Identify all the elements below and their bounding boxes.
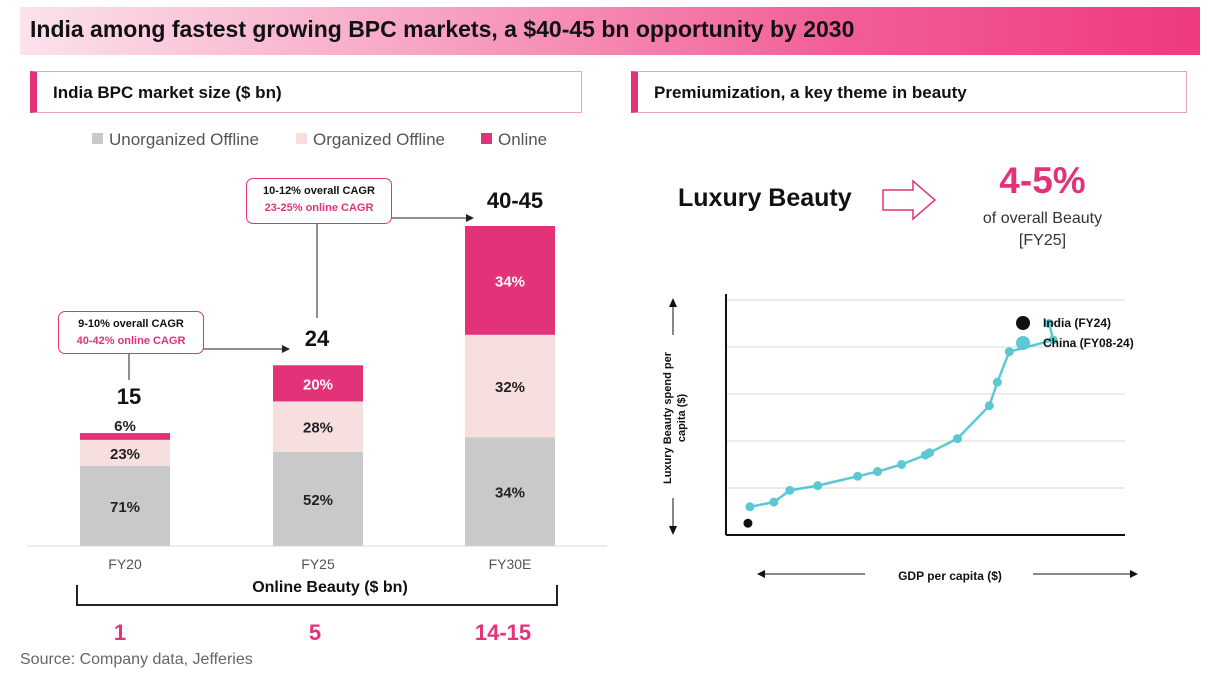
china-point-12 <box>1004 347 1014 357</box>
category-fy20: FY20 <box>108 556 142 572</box>
china-point-6 <box>897 460 907 469</box>
china-point-0 <box>745 502 755 512</box>
china-point-13 <box>1048 335 1058 345</box>
category-fy25: FY25 <box>301 556 335 572</box>
cagr-overall: 9-10% overall CAGR <box>78 318 184 330</box>
legend-label: Organized Offline <box>313 130 445 149</box>
china-point-9 <box>952 434 962 444</box>
total-fy25: 24 <box>304 326 330 351</box>
luxury-share-value: 4-5% <box>999 160 1086 201</box>
legend-swatch-unorganized <box>92 133 103 144</box>
scatter-grid <box>726 299 1125 489</box>
china-point-5 <box>873 467 883 477</box>
bar-online-fy25 <box>273 365 363 402</box>
bar-label-online-fy25: 20% <box>303 376 333 393</box>
total-fy30e: 40-45 <box>486 188 544 213</box>
china-point-11 <box>992 377 1002 387</box>
china-point-2 <box>785 485 795 495</box>
scatter-chart-title: Premiumization, a key theme in beauty <box>631 71 1187 113</box>
legend-online: Online <box>481 130 547 150</box>
y-arrow-down-head <box>669 526 677 535</box>
bar-organized-fy30e <box>465 334 555 438</box>
legend-label: Unorganized Offline <box>109 130 259 149</box>
bar-unorganized-fy25 <box>273 452 363 546</box>
bar-label-online-fy30e: 34% <box>495 273 525 290</box>
bar-online-fy20 <box>80 433 170 440</box>
cagr-box-1: 9-10% overall CAGR 40-42% online CAGR <box>58 311 204 354</box>
x-arrow-left-head <box>757 570 765 578</box>
arrow-right-icon <box>882 179 937 221</box>
cagr-online: 23-25% online CAGR <box>264 202 374 214</box>
connector-1-arrow <box>282 345 290 353</box>
legend-unorganized: Unorganized Offline <box>92 130 259 150</box>
cagr-online: 40-42% online CAGR <box>76 335 186 347</box>
legend-china-label: China (FY08-24) <box>1043 336 1134 350</box>
bar-unorganized-fy20 <box>80 465 170 546</box>
bar-organized-fy20 <box>80 439 170 466</box>
bar-label-online-fy20: 6% <box>114 418 136 435</box>
china-point-8 <box>924 448 934 458</box>
scatter-chart <box>669 294 1138 578</box>
source-note: Source: Company data, Jefferies <box>20 651 253 668</box>
connector-2-arrow <box>466 214 474 222</box>
bar-label-unorganized-fy20: 71% <box>110 499 140 516</box>
bar-label-organized-fy20: 23% <box>110 446 140 463</box>
cagr-overall: 10-12% overall CAGR <box>263 185 375 197</box>
y-arrow-up-head <box>669 298 677 307</box>
bar-chart-title: India BPC market size ($ bn) <box>30 71 582 113</box>
online-beauty-label: Online Beauty ($ bn) <box>252 579 408 596</box>
bar-chart: 71% 23% 6% 52% 28% 20% 34% 32% 34% <box>27 214 607 606</box>
x-arrow-right-head <box>1130 570 1138 578</box>
legend-organized: Organized Offline <box>296 130 445 150</box>
bar-layer: 71% 23% 6% 52% 28% 20% 34% 32% 34% <box>80 226 555 546</box>
online-beauty-fy30e: 14-15 <box>474 620 532 645</box>
legend-label: Online <box>498 130 548 149</box>
bar-unorganized-fy30e <box>465 437 555 546</box>
connector-2 <box>316 217 472 318</box>
bar-label-organized-fy25: 28% <box>303 420 333 437</box>
china-point-14 <box>1044 319 1054 328</box>
scatter-x-label: GDP per capita ($) <box>898 569 1002 583</box>
category-fy30e: FY30E <box>488 556 532 572</box>
china-point-10 <box>984 401 994 411</box>
legend-india-label: India (FY24) <box>1043 316 1112 330</box>
online-beauty-bracket <box>76 585 558 606</box>
cagr-box-2: 10-12% overall CAGR 23-25% online CAGR <box>246 178 392 224</box>
luxury-beauty-label: Luxury Beauty <box>678 184 852 212</box>
china-point-4 <box>853 471 863 481</box>
bar-label-unorganized-fy25: 52% <box>303 492 333 509</box>
bar-label-unorganized-fy30e: 34% <box>495 485 525 502</box>
scatter-y-label: Luxury Beauty spend per capita ($) <box>662 351 688 485</box>
scatter-data <box>743 319 1058 528</box>
share-period-line: [FY25] <box>1018 232 1067 249</box>
legend-swatch-online <box>481 133 492 144</box>
luxury-share-note: of overall Beauty [FY25] <box>960 208 1125 252</box>
online-beauty-fy20: 1 <box>113 620 127 645</box>
online-beauty-fy25: 5 <box>308 620 322 645</box>
legend-china-dot <box>1016 336 1030 350</box>
legend-swatch-organized <box>296 133 307 144</box>
bar-online-fy30e <box>465 226 555 335</box>
bar-organized-fy25 <box>273 401 363 453</box>
total-fy20: 15 <box>116 384 142 409</box>
bar-label-organized-fy30e: 32% <box>495 379 525 396</box>
title-banner <box>20 7 1200 55</box>
india-point-0 <box>743 518 753 528</box>
page-title: India among fastest growing BPC markets,… <box>30 16 855 42</box>
china-point-3 <box>813 481 823 491</box>
share-note-line: of overall Beauty <box>982 210 1103 227</box>
legend-india-dot <box>1016 316 1030 330</box>
china-point-1 <box>769 497 779 507</box>
